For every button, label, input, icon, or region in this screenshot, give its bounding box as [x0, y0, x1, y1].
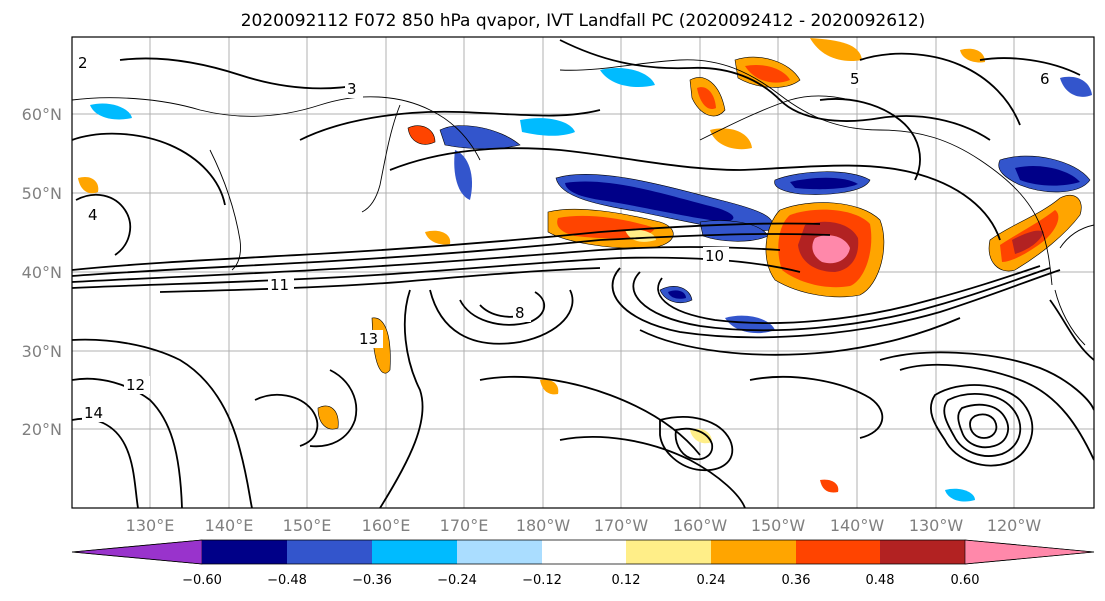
colorbar-segment	[880, 540, 965, 564]
lon-tick-label: 140°E	[205, 516, 254, 535]
lon-tick-label: 160°W	[673, 516, 728, 535]
colorbar-tick-label: −0.24	[437, 573, 477, 588]
colorbar-segment	[287, 540, 372, 564]
lon-tick-label: 180°W	[516, 516, 571, 535]
colorbar-tick-label: 0.24	[697, 573, 726, 588]
colorbar-segment	[711, 540, 796, 564]
colorbar-segment	[457, 540, 542, 564]
colorbar-tick-label: −0.36	[352, 573, 392, 588]
contour-label: 2	[78, 54, 88, 72]
colorbar-tick-label: 0.36	[782, 573, 811, 588]
lat-tick-label: 30°N	[22, 342, 62, 361]
contour-labels: 2 3 4 5 6 8 10 11 12 13 14	[76, 54, 1056, 422]
colorbar-tick-label: 0.12	[612, 573, 641, 588]
lon-tick-label: 170°W	[594, 516, 649, 535]
lat-tick-label: 50°N	[22, 184, 62, 203]
plot-title: 2020092112 F072 850 hPa qvapor, IVT Land…	[241, 11, 926, 31]
colorbar-extend-low	[71, 539, 203, 565]
ivt-contours	[72, 39, 1094, 508]
colorbar-segment	[626, 540, 711, 564]
colorbar-tick-label: 0.60	[951, 573, 980, 588]
lon-tick-label: 130°E	[126, 516, 175, 535]
contour-label: 12	[126, 376, 145, 394]
lon-tick-label: 160°E	[362, 516, 411, 535]
map-panel: 2 3 4 5 6 8 10 11 12 13 14 60°N 50°N	[22, 36, 1095, 535]
contour-label: 11	[270, 276, 289, 294]
contour-label: 4	[88, 206, 98, 224]
colorbar: −0.60 −0.48 −0.36 −0.24 −0.12 0.12 0.24 …	[71, 539, 1095, 588]
colorbar-tick-label: 0.48	[866, 573, 895, 588]
colorbar-tick-label: −0.48	[267, 573, 307, 588]
lon-tick-label: 120°W	[987, 516, 1042, 535]
contour-label: 6	[1040, 70, 1050, 88]
lon-tick-label: 140°W	[830, 516, 885, 535]
coastlines	[72, 59, 1094, 346]
lat-axis: 60°N 50°N 40°N 30°N 20°N	[22, 105, 62, 439]
map-frame	[71, 36, 1095, 509]
lon-axis: 130°E 140°E 150°E 160°E 170°E 180°W 170°…	[126, 516, 1042, 535]
lon-tick-label: 150°E	[283, 516, 332, 535]
contour-label: 3	[347, 80, 357, 98]
lat-tick-label: 60°N	[22, 105, 62, 124]
contour-label: 10	[705, 247, 724, 265]
colorbar-extend-high	[964, 539, 1095, 565]
lat-tick-label: 20°N	[22, 420, 62, 439]
colorbar-tick-label: −0.60	[182, 573, 222, 588]
contour-label: 8	[515, 304, 525, 322]
contour-label: 5	[850, 70, 860, 88]
colorbar-segment	[796, 540, 880, 564]
colorbar-segment	[202, 540, 287, 564]
lon-tick-label: 130°W	[909, 516, 964, 535]
lon-tick-label: 150°W	[751, 516, 806, 535]
colorbar-outline	[71, 539, 1095, 565]
lon-tick-label: 170°E	[440, 516, 489, 535]
lat-tick-label: 40°N	[22, 263, 62, 282]
contour-label: 13	[359, 330, 378, 348]
colorbar-segment	[542, 540, 626, 564]
qvapor-fill	[78, 38, 1092, 502]
colorbar-tick-label: −0.12	[522, 573, 562, 588]
colorbar-segment	[372, 540, 457, 564]
contour-label: 14	[84, 404, 103, 422]
